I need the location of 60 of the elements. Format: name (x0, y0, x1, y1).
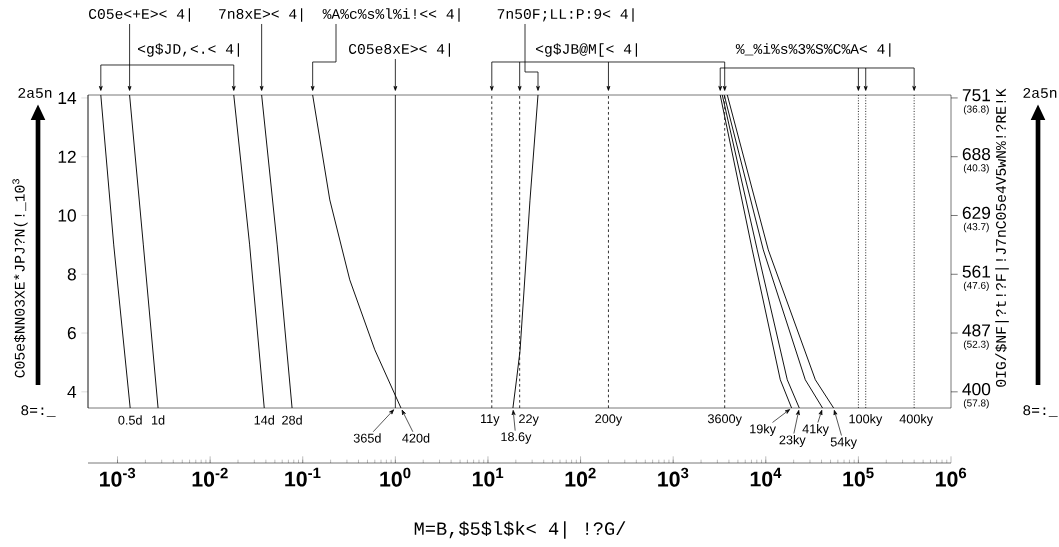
text: (57.8) (963, 399, 989, 409)
text: 8=:_ (1023, 405, 1058, 417)
annotation: 28d (282, 415, 302, 425)
text: (52.3) (963, 340, 989, 350)
x-tick-label: 10$^{6}$ (935, 467, 967, 487)
text: %_%i%s%3%S%C%A< 4| (735, 43, 891, 57)
text: <g$JD,<.< 4| (138, 43, 239, 57)
ref-line-label: 200y (595, 414, 623, 426)
text: 629 (962, 206, 991, 219)
text: 8=:_ (21, 405, 56, 417)
text: 2a5n (1023, 88, 1057, 98)
text: 688 (962, 147, 991, 161)
ref-line-label: 365d (353, 433, 381, 443)
x-tick-label: 10$^{1}$ (472, 467, 504, 487)
annotation: 18.6y (501, 432, 532, 444)
annotation: 14d (254, 415, 274, 425)
y-axis-title: C05e$NN03XE*JPJ?N(!_10$^{3}$ (12, 179, 28, 378)
x-tick-label: 10$^{-3}$ (100, 467, 136, 487)
x-axis-title: M=B,$5$l$k< 4| !?G/ (414, 521, 626, 539)
annotation: 420d (402, 433, 430, 443)
text: 487 (962, 324, 990, 337)
text: (36.8) (963, 105, 989, 115)
annotation: 23ky (779, 435, 806, 447)
y-tick-label: 10 (58, 209, 76, 222)
text: 751 (962, 89, 991, 102)
x-tick-label: 10$^{4}$ (750, 467, 782, 487)
x-tick-label: 10$^{-2}$ (192, 467, 228, 487)
ref-line-label: 3600y (707, 414, 742, 426)
y-tick-label: 12 (58, 150, 76, 163)
ref-line-label: 400ky (899, 414, 934, 426)
text: 400 (962, 383, 991, 396)
text: (43.7) (963, 222, 989, 233)
text: (47.6) (963, 281, 989, 291)
y-tick-label: 6 (67, 326, 76, 340)
x-tick-label: 10$^{5}$ (843, 467, 874, 487)
x-tick-label: 10$^{3}$ (658, 467, 689, 487)
text: C05e8xE>< 4| (349, 43, 450, 57)
x-tick-label: 10$^{0}$ (380, 467, 411, 487)
y-tick-label: 8 (67, 268, 76, 281)
x-tick-label: 10$^{2}$ (565, 467, 596, 487)
text: C05e<+E>< 4| (89, 8, 190, 22)
annotation: 0.5d (118, 415, 142, 425)
ref-line-label: 100ky (849, 414, 883, 426)
y-tick-label: 4 (67, 385, 77, 398)
text: 7n8xE>< 4| (219, 8, 303, 22)
annotation: 1d (151, 415, 165, 425)
ref-line-label: 22y (519, 414, 539, 426)
text: <g$JB@M[< 4| (536, 43, 637, 57)
text: 2a5n (18, 88, 52, 98)
annotation: 19ky (750, 424, 776, 436)
ref-line-label: 11y (481, 414, 500, 426)
y2-axis-title: 0IG/$NF|?t!?F|!J7nC05e4V5wN%!?RE!K (995, 88, 1009, 387)
annotation: 54ky (830, 437, 857, 449)
annotation: 41ky (802, 424, 829, 436)
text: 561 (962, 265, 991, 278)
x-tick-label: 10$^{-1}$ (285, 467, 321, 487)
text: %A%c%s%l%i!<< 4| (322, 8, 460, 22)
text: (40.3) (963, 164, 989, 174)
y-tick-label: 14 (58, 91, 77, 104)
text: 7n50F;LL:P:9< 4| (497, 8, 634, 22)
